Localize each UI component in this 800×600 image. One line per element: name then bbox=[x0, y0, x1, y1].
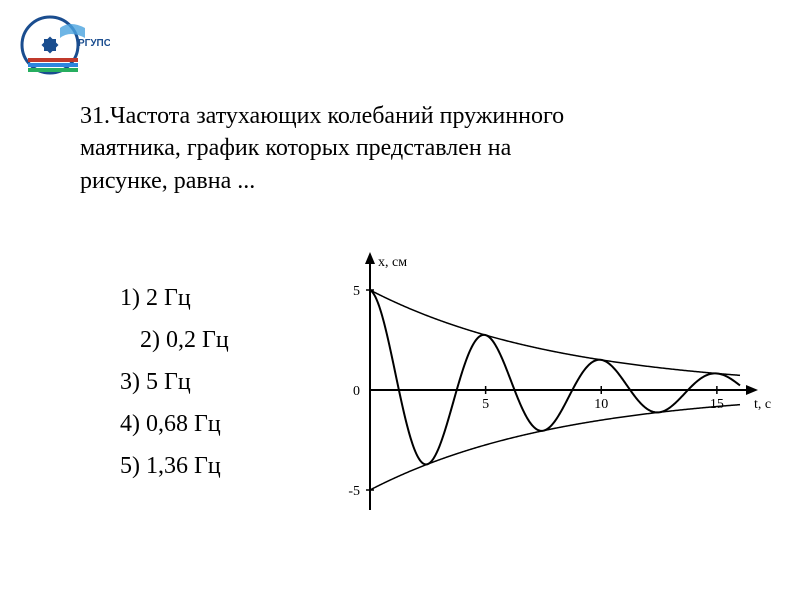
svg-text:5: 5 bbox=[482, 397, 489, 412]
svg-text:t, с: t, с bbox=[754, 397, 771, 412]
answer-option: 5) 1,36 Гц bbox=[120, 448, 229, 484]
svg-text:5: 5 bbox=[353, 284, 360, 299]
svg-text:РГУПС: РГУПС bbox=[78, 38, 110, 49]
question-number: 31. bbox=[80, 103, 110, 129]
oscillation-chart: х, см t, с -5 0 5 5 10 15 bbox=[300, 240, 780, 540]
answer-option: 4) 0,68 Гц bbox=[120, 406, 229, 442]
answer-list: 1) 2 Гц 2) 0,2 Гц 3) 5 Гц 4) 0,68 Гц 5) … bbox=[120, 280, 229, 490]
svg-text:10: 10 bbox=[594, 397, 608, 412]
answer-option: 3) 5 Гц bbox=[120, 364, 229, 400]
svg-text:х, см: х, см bbox=[378, 255, 407, 270]
svg-text:0: 0 bbox=[353, 384, 360, 399]
svg-text:15: 15 bbox=[710, 397, 724, 412]
question-body: Частота затухающих колебаний пружинного … bbox=[80, 103, 564, 194]
answer-option: 1) 2 Гц bbox=[120, 280, 229, 316]
institution-logo: РГУПС bbox=[20, 10, 110, 80]
question-text: 31.Частота затухающих колебаний пружинно… bbox=[80, 100, 580, 197]
svg-text:-5: -5 bbox=[348, 484, 360, 499]
answer-option: 2) 0,2 Гц bbox=[140, 322, 229, 358]
